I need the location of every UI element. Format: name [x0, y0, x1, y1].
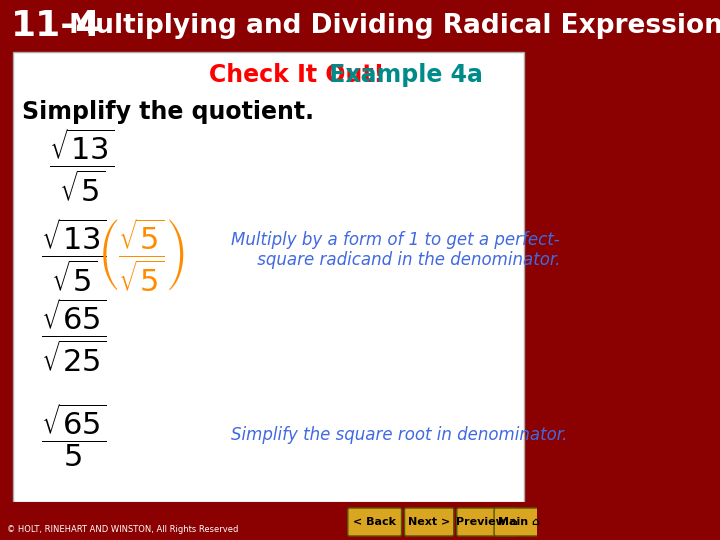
- Text: Preview ⌂: Preview ⌂: [456, 517, 518, 527]
- FancyBboxPatch shape: [14, 52, 524, 502]
- Text: $\dfrac{\sqrt{13}}{\sqrt{5}}$: $\dfrac{\sqrt{13}}{\sqrt{5}}$: [48, 126, 114, 204]
- FancyBboxPatch shape: [405, 508, 454, 536]
- Text: Main ⌂: Main ⌂: [498, 517, 540, 527]
- Text: $\dfrac{\sqrt{65}}{\sqrt{25}}$: $\dfrac{\sqrt{65}}{\sqrt{25}}$: [41, 296, 107, 374]
- FancyBboxPatch shape: [0, 0, 537, 50]
- FancyBboxPatch shape: [348, 508, 402, 536]
- Text: < Back: < Back: [354, 517, 396, 527]
- Text: $\dfrac{\sqrt{65}}{5}$: $\dfrac{\sqrt{65}}{5}$: [41, 401, 107, 469]
- Text: Next >: Next >: [408, 517, 450, 527]
- Text: Multiplying and Dividing Radical Expressions: Multiplying and Dividing Radical Express…: [60, 13, 720, 39]
- Text: Example 4a: Example 4a: [321, 63, 483, 87]
- Text: 11-4: 11-4: [11, 9, 101, 43]
- Text: Simplify the square root in denominator.: Simplify the square root in denominator.: [231, 426, 568, 444]
- Text: $\left(\dfrac{\sqrt{5}}{\sqrt{5}}\right)$: $\left(\dfrac{\sqrt{5}}{\sqrt{5}}\right)…: [97, 217, 185, 294]
- Text: $\dfrac{\sqrt{13}}{\sqrt{5}}$: $\dfrac{\sqrt{13}}{\sqrt{5}}$: [41, 217, 107, 294]
- Text: Multiply by a form of 1 to get a perfect-
     square radicand in the denominato: Multiply by a form of 1 to get a perfect…: [231, 231, 561, 269]
- FancyBboxPatch shape: [494, 508, 544, 536]
- Text: Check It Out!: Check It Out!: [209, 63, 384, 87]
- FancyBboxPatch shape: [456, 508, 518, 536]
- Text: © HOLT, RINEHART AND WINSTON, All Rights Reserved: © HOLT, RINEHART AND WINSTON, All Rights…: [7, 525, 239, 535]
- Text: Simplify the quotient.: Simplify the quotient.: [22, 100, 315, 124]
- FancyBboxPatch shape: [0, 502, 537, 540]
